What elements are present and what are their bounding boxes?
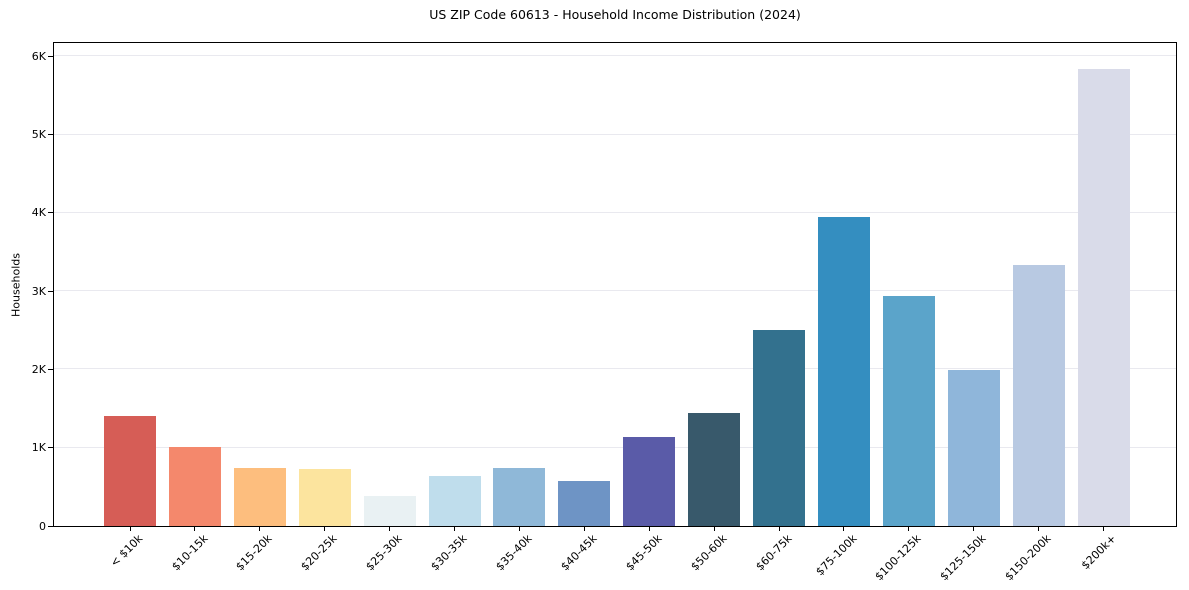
y-tick-label: 1K <box>31 441 46 455</box>
x-tick-label: $15-20k <box>233 532 276 574</box>
x-tick-label: $60-75k <box>752 532 795 574</box>
x-tick-label: $25-30k <box>363 532 405 574</box>
y-tick-label: 4K <box>31 206 46 220</box>
x-tick-mark <box>454 527 455 531</box>
bar <box>233 467 286 526</box>
bar <box>882 296 935 526</box>
bar <box>753 329 805 526</box>
gridline <box>54 290 1176 292</box>
y-tick-mark <box>48 134 53 136</box>
y-tick-mark <box>48 212 53 214</box>
x-tick-label: $40-45k <box>558 532 600 574</box>
gridline <box>54 55 1176 57</box>
bar <box>493 467 546 526</box>
x-tick-mark <box>129 527 131 531</box>
bar <box>168 446 221 526</box>
y-tick-label: 2K <box>31 362 46 376</box>
x-tick-mark <box>194 527 196 531</box>
y-tick-label: 3K <box>31 284 46 298</box>
bar <box>688 412 741 526</box>
gridline <box>54 368 1176 370</box>
x-tick-label: $45-50k <box>623 532 665 574</box>
y-tick-mark <box>48 447 53 449</box>
y-tick-label: 0 <box>39 519 46 533</box>
y-tick-mark <box>48 55 53 57</box>
x-tick-mark <box>1103 527 1104 531</box>
x-tick-mark <box>843 527 845 531</box>
x-tick-mark <box>778 527 780 531</box>
x-tick-label: $50-60k <box>688 532 730 574</box>
bar <box>104 415 156 526</box>
x-tick-label: $20-25k <box>298 532 340 574</box>
bar <box>298 469 351 526</box>
gridline <box>54 133 1176 135</box>
x-tick-label: $125-150k <box>937 532 989 584</box>
bar <box>558 481 611 526</box>
gridline <box>54 211 1176 213</box>
x-tick-label: < $10k <box>107 532 146 570</box>
x-tick-label: $150-200k <box>1002 532 1054 584</box>
x-tick-mark <box>259 527 261 531</box>
x-tick-mark <box>389 527 391 531</box>
bar <box>817 216 870 526</box>
x-tick-mark <box>973 527 975 531</box>
bar <box>363 496 416 526</box>
bar <box>623 436 676 526</box>
x-tick-label: $200k+ <box>1078 532 1119 573</box>
gridline <box>54 446 1176 448</box>
x-tick-mark <box>1038 527 1040 531</box>
plot-area <box>53 42 1177 527</box>
x-tick-label: $75-100k <box>812 532 860 579</box>
y-tick-mark <box>48 368 53 370</box>
y-tick-mark <box>48 290 53 292</box>
bar <box>947 370 1000 526</box>
chart-title: US ZIP Code 60613 - Household Income Dis… <box>429 7 801 22</box>
y-tick-label: 5K <box>31 128 46 142</box>
x-tick-label: $100-125k <box>872 532 925 584</box>
x-tick-mark <box>518 527 520 531</box>
x-tick-label: $10-15k <box>168 532 211 574</box>
bar <box>428 475 481 526</box>
bar <box>1012 264 1065 526</box>
x-tick-label: $30-35k <box>428 532 470 574</box>
x-tick-mark <box>648 527 650 531</box>
x-tick-mark <box>908 527 910 531</box>
y-tick-label: 6K <box>31 49 46 63</box>
x-tick-mark <box>583 527 585 531</box>
x-tick-mark <box>713 527 715 531</box>
x-tick-label: $35-40k <box>493 532 535 574</box>
y-tick-mark <box>48 525 53 527</box>
bar <box>1077 68 1130 526</box>
x-tick-mark <box>324 527 326 531</box>
